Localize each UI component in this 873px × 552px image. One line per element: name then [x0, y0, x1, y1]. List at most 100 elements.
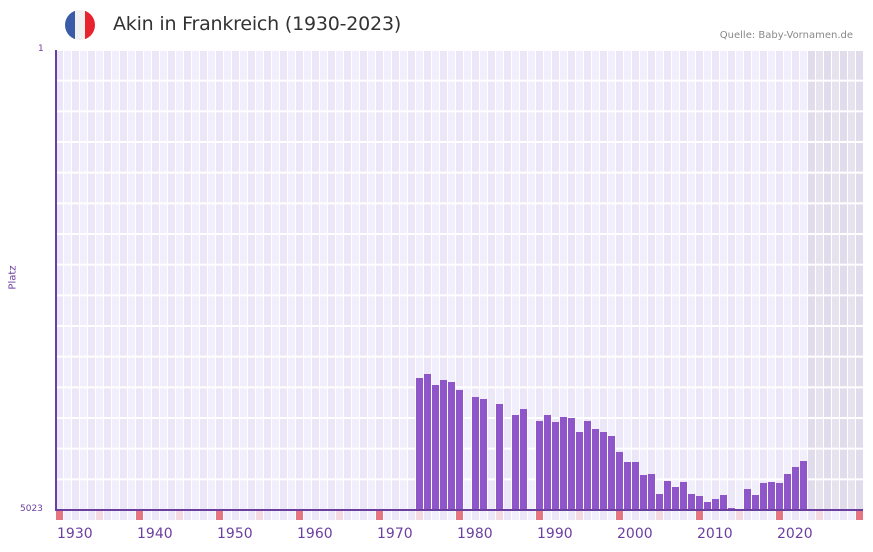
france-flag-icon: [65, 10, 95, 40]
year-marker: [152, 511, 159, 520]
bar-1998[interactable]: [600, 431, 607, 510]
year-marker: [568, 511, 575, 520]
year-marker: [616, 511, 623, 520]
bar-2004[interactable]: [648, 474, 655, 510]
bar-2012[interactable]: [712, 499, 719, 510]
bar-2021[interactable]: [784, 474, 791, 510]
bar-2023[interactable]: [800, 460, 807, 510]
flag-stripe-red: [85, 10, 95, 40]
bar-1983[interactable]: [480, 398, 487, 510]
bar-1987[interactable]: [512, 415, 519, 510]
year-marker: [512, 511, 519, 520]
year-marker: [232, 511, 239, 520]
year-marker: [776, 511, 783, 520]
year-marker: [576, 511, 583, 520]
year-marker: [808, 511, 815, 520]
bar-2018[interactable]: [760, 482, 767, 510]
year-marker: [280, 511, 287, 520]
bar-1988[interactable]: [520, 408, 527, 510]
bar-1975[interactable]: [416, 378, 423, 510]
year-marker: [600, 511, 607, 520]
year-marker: [104, 511, 111, 520]
year-marker: [448, 511, 455, 520]
bar-1996[interactable]: [584, 420, 591, 510]
year-marker: [328, 511, 335, 520]
year-marker: [136, 511, 143, 520]
y-axis-bottom-label: 5023: [20, 504, 43, 514]
year-marker: [352, 511, 359, 520]
bar-1992[interactable]: [552, 421, 559, 510]
bar-1995[interactable]: [576, 431, 583, 510]
year-marker: [72, 511, 79, 520]
year-marker: [368, 511, 375, 520]
year-marker: [648, 511, 655, 520]
year-marker: [440, 511, 447, 520]
bar-1991[interactable]: [544, 415, 551, 510]
bar-2006[interactable]: [664, 480, 671, 510]
bar-2011[interactable]: [704, 501, 711, 510]
year-marker: [528, 511, 535, 520]
bar-1976[interactable]: [424, 373, 431, 510]
bar-1999[interactable]: [608, 435, 615, 510]
year-marker: [768, 511, 775, 520]
year-marker: [536, 511, 543, 520]
year-marker: [240, 511, 247, 520]
bar-1980[interactable]: [456, 390, 463, 510]
x-axis-label: 1980: [457, 526, 493, 542]
bar-2002[interactable]: [632, 462, 639, 510]
bar-2008[interactable]: [680, 481, 687, 510]
year-marker: [88, 511, 95, 520]
year-marker: [184, 511, 191, 520]
bar-2019[interactable]: [768, 481, 775, 510]
bar-1977[interactable]: [432, 384, 439, 510]
bar-1990[interactable]: [536, 420, 543, 510]
year-marker: [608, 511, 615, 520]
y-axis-line: [55, 50, 57, 511]
bar-1978[interactable]: [440, 380, 447, 510]
year-marker: [840, 511, 847, 520]
bar-2016[interactable]: [744, 488, 751, 510]
year-marker: [704, 511, 711, 520]
year-marker: [296, 511, 303, 520]
year-marker: [176, 511, 183, 520]
bar-1993[interactable]: [560, 417, 567, 510]
bar-2017[interactable]: [752, 494, 759, 510]
bar-2020[interactable]: [776, 482, 783, 510]
bar-2009[interactable]: [688, 493, 695, 510]
year-marker: [80, 511, 87, 520]
bar-2001[interactable]: [624, 462, 631, 510]
year-marker: [688, 511, 695, 520]
source-credit: Quelle: Baby-Vornamen.de: [719, 30, 853, 41]
bar-2005[interactable]: [656, 493, 663, 510]
bar-1982[interactable]: [472, 396, 479, 510]
year-marker: [272, 511, 279, 520]
year-marker: [424, 511, 431, 520]
year-marker: [736, 511, 743, 520]
bar-2014[interactable]: [728, 507, 735, 510]
bar-2003[interactable]: [640, 475, 647, 510]
year-marker: [200, 511, 207, 520]
bar-1979[interactable]: [448, 381, 455, 510]
year-marker: [224, 511, 231, 520]
bar-1994[interactable]: [568, 418, 575, 510]
bar-1985[interactable]: [496, 404, 503, 510]
year-marker: [824, 511, 831, 520]
year-marker: [664, 511, 671, 520]
bar-1997[interactable]: [592, 429, 599, 510]
bar-2007[interactable]: [672, 487, 679, 510]
year-marker: [392, 511, 399, 520]
year-marker: [208, 511, 215, 520]
bar-2000[interactable]: [616, 452, 623, 510]
year-marker: [160, 511, 167, 520]
bar-2022[interactable]: [792, 466, 799, 510]
year-marker: [752, 511, 759, 520]
year-marker: [248, 511, 255, 520]
x-axis-label: 2020: [777, 526, 813, 542]
year-marker: [464, 511, 471, 520]
bar-2010[interactable]: [696, 495, 703, 510]
year-marker: [800, 511, 807, 520]
bar-2013[interactable]: [720, 494, 727, 510]
year-marker: [400, 511, 407, 520]
year-marker: [56, 511, 63, 520]
